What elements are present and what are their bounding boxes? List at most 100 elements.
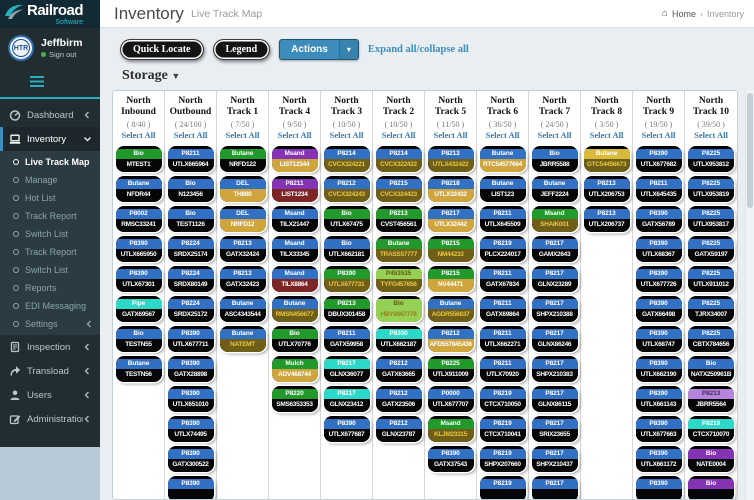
railcar-card[interactable]: P8390 UTLX661143 — [635, 386, 682, 413]
railcar-card[interactable]: P8217 SHPX210437 — [531, 446, 578, 473]
railcar-card[interactable]: Bio TEST1126 — [167, 206, 214, 233]
track-select-all-link[interactable]: Select All — [537, 130, 572, 141]
actions-dropdown-button[interactable]: Actions ▾ — [279, 39, 359, 60]
track-select-all-link[interactable]: Select All — [225, 130, 260, 141]
scrollbar-thumb[interactable] — [747, 93, 753, 208]
railcar-card[interactable]: P8220 SMS6353353 — [271, 386, 318, 413]
railcar-card[interactable]: P8390 UTLX677663 — [635, 416, 682, 443]
track-select-all-link[interactable]: Select All — [121, 130, 156, 141]
railcar-card[interactable]: P8213 UTLX432422 — [427, 146, 474, 173]
railcar-card[interactable]: Butane NRFD122 — [219, 146, 266, 173]
railcar-card[interactable]: P8219 CTCX710050 — [479, 386, 526, 413]
railcar-card[interactable]: P8219 SHPX207660 — [479, 446, 526, 473]
railcar-card[interactable]: P8390 GATX300522 — [167, 446, 214, 473]
railcar-card[interactable]: Butane GTC54456673 — [583, 146, 630, 173]
track-select-all-link[interactable]: Select All — [641, 130, 676, 141]
railcar-card[interactable]: P8219 — [479, 476, 526, 499]
railcar-card[interactable]: Bio UTLX67475 — [323, 206, 370, 233]
track-select-all-link[interactable]: Select All — [173, 130, 208, 141]
railcar-card[interactable]: DEL TH890 — [219, 176, 266, 203]
railcar-card[interactable]: P8390 UTLX67301 — [115, 266, 162, 293]
sidebar-subitem-track-report[interactable]: Track Report — [0, 243, 100, 261]
sidebar-toggle-button[interactable] — [0, 69, 100, 99]
railcar-card[interactable]: P8213 CVST456561 — [375, 206, 422, 233]
railcar-card[interactable]: P8225 UTLX953812 — [688, 146, 734, 173]
legend-button[interactable]: Legend — [212, 39, 271, 60]
track-select-all-link[interactable]: Select All — [485, 130, 520, 141]
railcar-card[interactable]: Bio N123456 — [167, 176, 214, 203]
railcar-card[interactable]: P8212 AFD557845436 — [427, 326, 474, 353]
sidebar-subitem-switch-list[interactable]: Switch List — [0, 225, 100, 243]
railcar-card[interactable]: Butane LIST123 — [479, 176, 526, 203]
sidebar-subitem-hot-list[interactable]: Hot List — [0, 189, 100, 207]
railcar-card[interactable]: P8217 SHPX210388 — [531, 296, 578, 323]
sign-out-link[interactable]: Sign out — [41, 50, 82, 59]
storage-section-toggle[interactable]: Storage ▼ — [122, 68, 181, 83]
railcar-card[interactable]: P8213 JBRR5564 — [688, 386, 734, 413]
track-select-all-link[interactable]: Select All — [694, 130, 728, 141]
railcar-card[interactable]: P8390 — [635, 476, 682, 499]
sidebar-item-inspection[interactable]: Inspection — [0, 335, 100, 359]
railcar-card[interactable]: P8211 LIST1234 — [271, 176, 318, 203]
railcar-card[interactable]: P8390 GATX28898 — [167, 356, 214, 383]
railcar-card[interactable]: Butane TESTN56 — [115, 356, 162, 383]
railcar-card[interactable]: P8224 SRDX80149 — [167, 266, 214, 293]
track-select-all-link[interactable]: Select All — [277, 130, 312, 141]
railcar-card[interactable]: P8224 SRDX25174 — [167, 236, 214, 263]
sidebar-item-dashboard[interactable]: Dashboard — [0, 103, 100, 127]
railcar-card[interactable]: P8390 UTLX68367 — [635, 236, 682, 263]
railcar-card[interactable]: P8217 GLNX36077 — [323, 356, 370, 383]
railcar-card[interactable]: P8390 UTLX677682 — [635, 146, 682, 173]
railcar-card[interactable]: P8213 GATX32423 — [219, 266, 266, 293]
railcar-card[interactable]: P8219 CTCX710070 — [688, 416, 734, 443]
railcar-card[interactable]: P8390 GATX66498 — [635, 296, 682, 323]
railcar-card[interactable]: P8212 GATX63665 — [375, 356, 422, 383]
railcar-card[interactable]: P8215 CVCX324423 — [375, 176, 422, 203]
sidebar-subitem-switch-list[interactable]: Switch List — [0, 261, 100, 279]
railcar-card[interactable]: Bio — [688, 476, 734, 499]
railcar-card[interactable]: P8217 GLNX86246 — [531, 326, 578, 353]
railcar-card[interactable]: P8217 UTLX32442 — [427, 206, 474, 233]
railcar-card[interactable]: Butane ASC4343544 — [219, 296, 266, 323]
railcar-card[interactable]: P8390 UTLX68747 — [635, 326, 682, 353]
railcar-card[interactable]: P453535 TYFG457656 — [375, 266, 422, 293]
sidebar-item-users[interactable]: Users — [0, 383, 100, 407]
railcar-card[interactable]: P8390 GATX37543 — [427, 446, 474, 473]
railcar-card[interactable]: Bio UTLX662181 — [323, 236, 370, 263]
railcar-card[interactable]: P8218 UTLX32432 — [427, 176, 474, 203]
expand-collapse-link[interactable]: Expand all/collapse all — [367, 44, 469, 55]
railcar-card[interactable]: Bio UTLX70776 — [271, 326, 318, 353]
railcar-card[interactable]: P8002 RMSC33241 — [115, 206, 162, 233]
track-select-all-link[interactable]: Select All — [381, 130, 416, 141]
railcar-card[interactable]: P8390 UTLX677711 — [167, 326, 214, 353]
railcar-card[interactable]: Bio NATE0004 — [688, 446, 734, 473]
sidebar-subitem-settings[interactable]: Settings — [0, 315, 100, 333]
railcar-card[interactable]: Butane AGDR556637 — [427, 296, 474, 323]
railcar-card[interactable]: P8217 SRIX23655 — [531, 416, 578, 443]
track-select-all-link[interactable]: Select All — [329, 130, 364, 141]
railcar-card[interactable]: P8225 UTLX953817 — [688, 206, 734, 233]
sidebar-subitem-reports[interactable]: Reports — [0, 279, 100, 297]
railcar-card[interactable]: P8211 UTLX662271 — [479, 326, 526, 353]
railcar-card[interactable]: P8390 UTLX661172 — [635, 446, 682, 473]
railcar-card[interactable]: P8390 UTLX677731 — [323, 266, 370, 293]
railcar-card[interactable]: Pipe GATX69567 — [115, 296, 162, 323]
railcar-card[interactable]: P8390 GATX56789 — [635, 206, 682, 233]
railcar-card[interactable]: P8217 — [531, 476, 578, 499]
railcar-card[interactable]: Msand LIST12344 — [271, 146, 318, 173]
railcar-card[interactable]: P8214 CVCX324221 — [323, 146, 370, 173]
sidebar-subitem-live-track-map[interactable]: Live Track Map — [0, 153, 100, 171]
railcar-card[interactable]: P8212 CVCX324243 — [323, 176, 370, 203]
railcar-card[interactable]: Butane RMSN456677 — [271, 296, 318, 323]
railcar-card[interactable]: P8390 UTLX665950 — [115, 236, 162, 263]
railcar-card[interactable]: P8213 DBUX301458 — [323, 296, 370, 323]
railcar-card[interactable]: Bio MTEST1 — [115, 146, 162, 173]
railcar-card[interactable]: P8390 UTLX662190 — [635, 356, 682, 383]
railcar-card[interactable]: P8225 CBTX784656 — [688, 326, 734, 353]
railcar-card[interactable]: Bio HBY6667778 — [375, 296, 422, 323]
quick-locate-button[interactable]: Quick Locate — [120, 39, 204, 60]
vertical-scrollbar[interactable] — [745, 90, 754, 500]
railcar-card[interactable]: P8211 UTLX645435 — [635, 176, 682, 203]
railcar-card[interactable]: P8211 GATX67834 — [479, 266, 526, 293]
railcar-card[interactable]: P8219 PLCX224017 — [479, 236, 526, 263]
